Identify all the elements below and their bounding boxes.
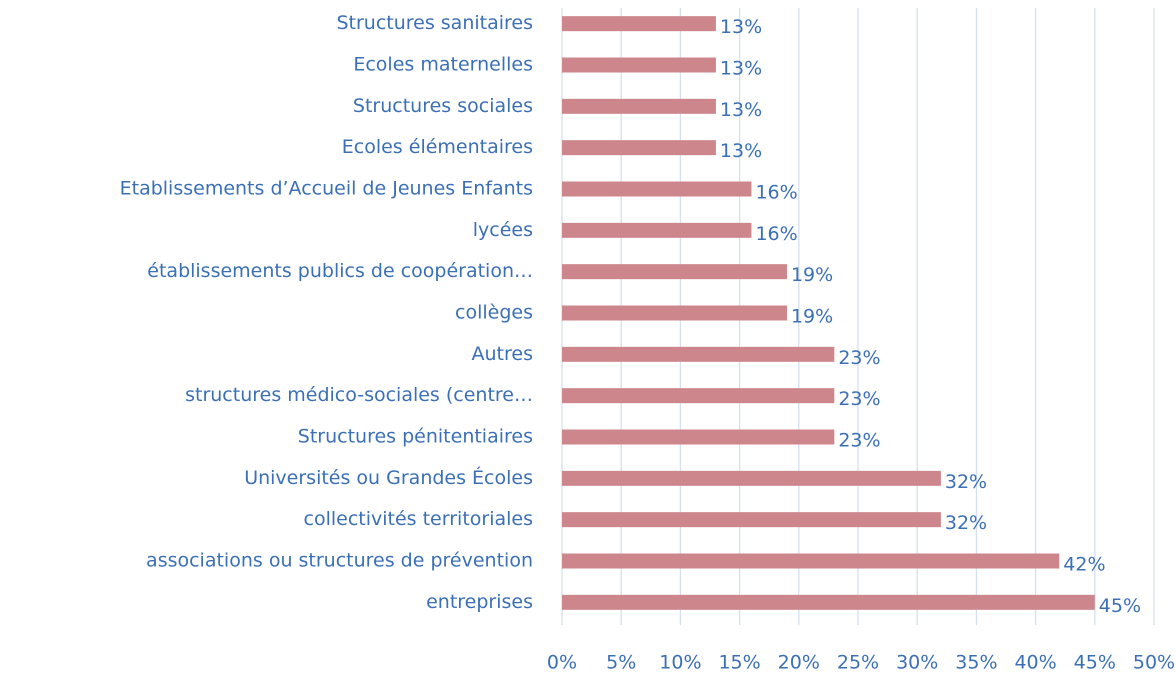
bar bbox=[562, 264, 787, 280]
bar bbox=[562, 346, 835, 362]
bar bbox=[562, 16, 716, 32]
x-tick-label: 0% bbox=[547, 652, 577, 674]
x-tick-label: 45% bbox=[1074, 652, 1116, 674]
category-label: Structures sociales bbox=[353, 95, 533, 117]
x-tick-label: 50% bbox=[1133, 652, 1175, 674]
bar bbox=[562, 140, 716, 156]
category-label: collèges bbox=[455, 302, 533, 324]
bar bbox=[562, 98, 716, 114]
category-label: Ecoles maternelles bbox=[353, 54, 533, 76]
category-label: Structures sanitaires bbox=[336, 12, 533, 34]
data-label: 23% bbox=[838, 430, 880, 452]
data-label: 19% bbox=[791, 264, 833, 286]
data-label: 23% bbox=[838, 347, 880, 369]
data-label: 23% bbox=[838, 388, 880, 410]
x-tick-label: 15% bbox=[718, 652, 760, 674]
bar bbox=[562, 470, 941, 486]
category-label: Ecoles élémentaires bbox=[342, 136, 533, 158]
data-label: 32% bbox=[945, 471, 987, 493]
x-tick-label: 35% bbox=[955, 652, 997, 674]
x-tick-label: 25% bbox=[837, 652, 879, 674]
category-label: entreprises bbox=[426, 591, 533, 613]
bar bbox=[562, 388, 835, 404]
bar bbox=[562, 429, 835, 445]
data-label: 16% bbox=[755, 223, 797, 245]
bar bbox=[562, 57, 716, 73]
x-tick-label: 10% bbox=[659, 652, 701, 674]
bar bbox=[562, 222, 752, 238]
x-tick-label: 30% bbox=[896, 652, 938, 674]
bar bbox=[562, 181, 752, 197]
bar bbox=[562, 305, 787, 321]
category-label: Etablissements d’Accueil de Jeunes Enfan… bbox=[120, 178, 533, 200]
data-label: 13% bbox=[720, 16, 762, 38]
x-tick-label: 40% bbox=[1014, 652, 1056, 674]
category-label: Autres bbox=[472, 343, 533, 365]
category-label: Structures pénitentiaires bbox=[298, 426, 533, 448]
category-label: structures médico-sociales (centre… bbox=[185, 384, 533, 406]
data-label: 19% bbox=[791, 306, 833, 328]
data-label: 16% bbox=[755, 182, 797, 204]
bar bbox=[562, 512, 941, 528]
category-label: lycées bbox=[473, 219, 533, 241]
category-label: Universités ou Grandes Écoles bbox=[244, 466, 533, 489]
data-label: 42% bbox=[1063, 554, 1105, 576]
x-tick-label: 5% bbox=[606, 652, 636, 674]
bar bbox=[562, 553, 1060, 569]
category-label: établissements publics de coopération… bbox=[147, 260, 533, 282]
data-label: 13% bbox=[720, 99, 762, 121]
bar bbox=[562, 594, 1095, 610]
x-tick-label: 20% bbox=[778, 652, 820, 674]
data-label: 45% bbox=[1099, 595, 1141, 617]
category-label: associations ou structures de prévention bbox=[146, 550, 533, 572]
category-label: collectivités territoriales bbox=[304, 508, 533, 530]
data-label: 13% bbox=[720, 140, 762, 162]
data-label: 32% bbox=[945, 512, 987, 534]
data-label: 13% bbox=[720, 58, 762, 80]
